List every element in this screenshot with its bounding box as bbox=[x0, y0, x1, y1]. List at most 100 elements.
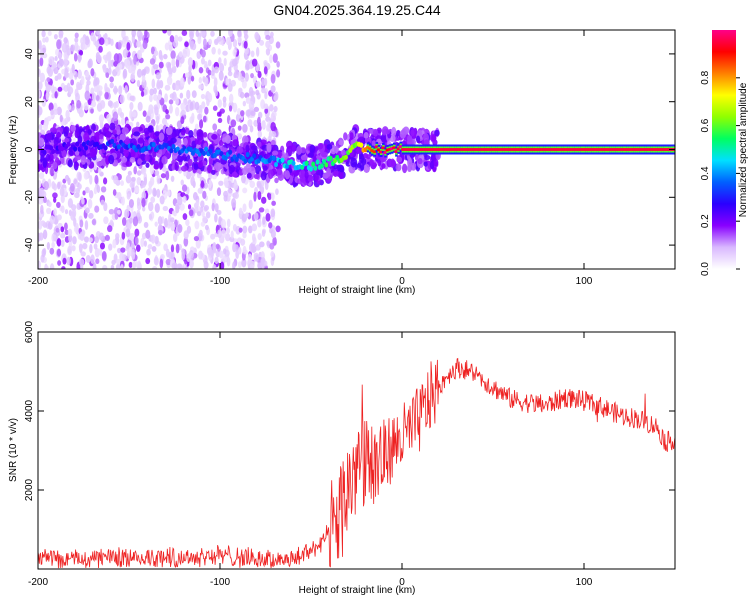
spectrogram-band-cell bbox=[193, 128, 198, 137]
spectrogram-noise-cell bbox=[257, 70, 262, 79]
spectrogram-noise-cell bbox=[272, 236, 277, 246]
spectrogram-noise-cell bbox=[217, 229, 222, 239]
spectrogram-band-cell bbox=[249, 147, 255, 155]
spectrogram-ridge-cell bbox=[51, 148, 56, 154]
spectrogram-noise-cell bbox=[156, 188, 161, 198]
spectrogram-noise-cell bbox=[38, 81, 43, 90]
spectrogram-noise-cell bbox=[244, 47, 249, 55]
spectrogram-noise-cell bbox=[140, 90, 145, 97]
spectrogram-noise-cell bbox=[140, 167, 146, 174]
spectrogram-noise-cell bbox=[119, 111, 125, 119]
spectrogram-band-cell bbox=[339, 167, 345, 173]
spectrogram-noise-cell bbox=[234, 244, 239, 252]
spectrogram-band-cell bbox=[355, 147, 363, 154]
spectrogram-noise-cell bbox=[63, 72, 70, 79]
spectrogram-ridge-cell bbox=[116, 144, 121, 150]
spectrogram-ridge-cell bbox=[204, 146, 209, 152]
spectrogram-noise-cell bbox=[78, 183, 82, 190]
spectrogram-band-cell bbox=[67, 159, 73, 168]
spectrogram-noise-cell bbox=[244, 72, 249, 82]
spectrogram-noise-cell bbox=[121, 231, 126, 240]
spectrogram-noise-cell bbox=[53, 66, 59, 75]
spectrogram-noise-cell bbox=[231, 58, 238, 67]
spectrogram-noise-cell bbox=[181, 30, 188, 36]
spectrogram-noise-cell bbox=[156, 174, 161, 185]
spectrogram-band-cell bbox=[277, 173, 284, 181]
spectrogram-noise-cell bbox=[241, 174, 246, 184]
spectrogram-noise-cell bbox=[39, 57, 44, 67]
spectrogram-noise-cell bbox=[155, 115, 160, 125]
spectrogram-noise-cell bbox=[194, 101, 200, 111]
spectrogram-noise-cell bbox=[214, 256, 219, 265]
spectrogram-noise-cell bbox=[141, 197, 146, 208]
spectrogram-noise-cell bbox=[253, 119, 259, 127]
spectrogram-noise-cell bbox=[143, 68, 147, 76]
spectrogram-band-cell bbox=[296, 145, 303, 155]
spectrogram-noise-cell bbox=[197, 187, 204, 194]
spectrogram-noise-cell bbox=[71, 245, 76, 252]
spectrogram-noise-cell bbox=[58, 58, 63, 65]
spectrogram-noise-cell bbox=[70, 182, 75, 192]
spectrogram-band-cell bbox=[87, 128, 92, 136]
spectrogram-noise-cell bbox=[53, 196, 57, 203]
spectrogram-noise-cell bbox=[252, 233, 256, 243]
spectrogram-noise-cell bbox=[253, 106, 260, 112]
spectrogram-noise-cell bbox=[203, 38, 207, 48]
spectrogram-noise-cell bbox=[38, 220, 43, 230]
spectrogram-y-axis-label: Frequency (Hz) bbox=[8, 116, 19, 185]
spectrogram-band-cell bbox=[174, 161, 179, 172]
snr-frame bbox=[37, 331, 676, 570]
spectrogram-noise-cell bbox=[48, 56, 54, 66]
spectrogram-band-cell bbox=[267, 169, 274, 180]
spectrogram-noise-cell bbox=[46, 242, 50, 250]
spectrogram-noise-cell bbox=[64, 58, 69, 66]
spectrogram-noise-cell bbox=[120, 264, 124, 269]
spectrogram-noise-cell bbox=[66, 47, 72, 56]
spectrogram-noise-cell bbox=[55, 227, 60, 233]
spectrogram-noise-cell bbox=[264, 91, 268, 100]
spectrogram-noise-cell bbox=[41, 30, 46, 38]
spectrogram-noise-cell bbox=[245, 109, 251, 117]
spectrogram-noise-cell bbox=[141, 232, 147, 240]
spectrogram-noise-cell bbox=[129, 109, 133, 119]
spectrogram-band-cell bbox=[83, 132, 90, 142]
spectrogram-band-cell bbox=[53, 136, 59, 146]
spectrogram-ridge-cell bbox=[343, 154, 348, 160]
spectrogram-ridge-cell bbox=[42, 149, 47, 155]
spectrogram-noise-cell bbox=[93, 186, 98, 195]
spectrogram-noise-cell bbox=[103, 177, 108, 185]
spectrogram-ridge-cell bbox=[335, 154, 340, 161]
spectrogram-noise-cell bbox=[67, 104, 72, 111]
spectrogram-noise-cell bbox=[210, 249, 214, 258]
spectrogram-ridge-cell bbox=[188, 146, 193, 153]
snr-xtick-label: -100 bbox=[210, 577, 230, 588]
spectrogram-noise-cell bbox=[198, 84, 204, 90]
spectrogram-noise-cell bbox=[180, 179, 185, 186]
spectrogram-noise-cell bbox=[193, 235, 200, 242]
spectrogram-noise-cell bbox=[131, 66, 136, 76]
spectrogram-noise-cell bbox=[46, 66, 51, 74]
spectrogram-noise-cell bbox=[75, 187, 80, 195]
spectrogram-band-cell bbox=[193, 163, 199, 170]
spectrogram-band-cell bbox=[372, 128, 379, 137]
spectrogram-band-cell bbox=[371, 140, 377, 147]
spectrogram-noise-cell bbox=[270, 192, 275, 201]
spectrogram-noise-cell bbox=[109, 219, 114, 227]
spectrogram-noise-cell bbox=[253, 212, 259, 221]
spectrogram-noise-cell bbox=[174, 82, 180, 91]
spectrogram-noise-cell bbox=[148, 213, 153, 221]
spectrogram-noise-cell bbox=[114, 212, 119, 220]
spectrogram-noise-cell bbox=[54, 91, 58, 99]
spectrogram-noise-cell bbox=[134, 236, 139, 245]
spectrogram-noise-cell bbox=[271, 200, 276, 206]
spectrogram-band-cell bbox=[377, 159, 382, 167]
spectrogram-ridge-cell bbox=[284, 163, 289, 169]
snr-ytick-label: 6000 bbox=[24, 320, 35, 343]
spectrogram-noise-cell bbox=[239, 91, 245, 99]
spectrogram-band-cell bbox=[74, 130, 80, 139]
spectrogram-noise-cell bbox=[104, 91, 109, 100]
spectrogram-noise-cell bbox=[115, 258, 122, 265]
spectrogram-noise-cell bbox=[56, 39, 62, 50]
spectrogram-noise-cell bbox=[159, 258, 164, 269]
spectrogram-noise-cell bbox=[250, 110, 256, 116]
